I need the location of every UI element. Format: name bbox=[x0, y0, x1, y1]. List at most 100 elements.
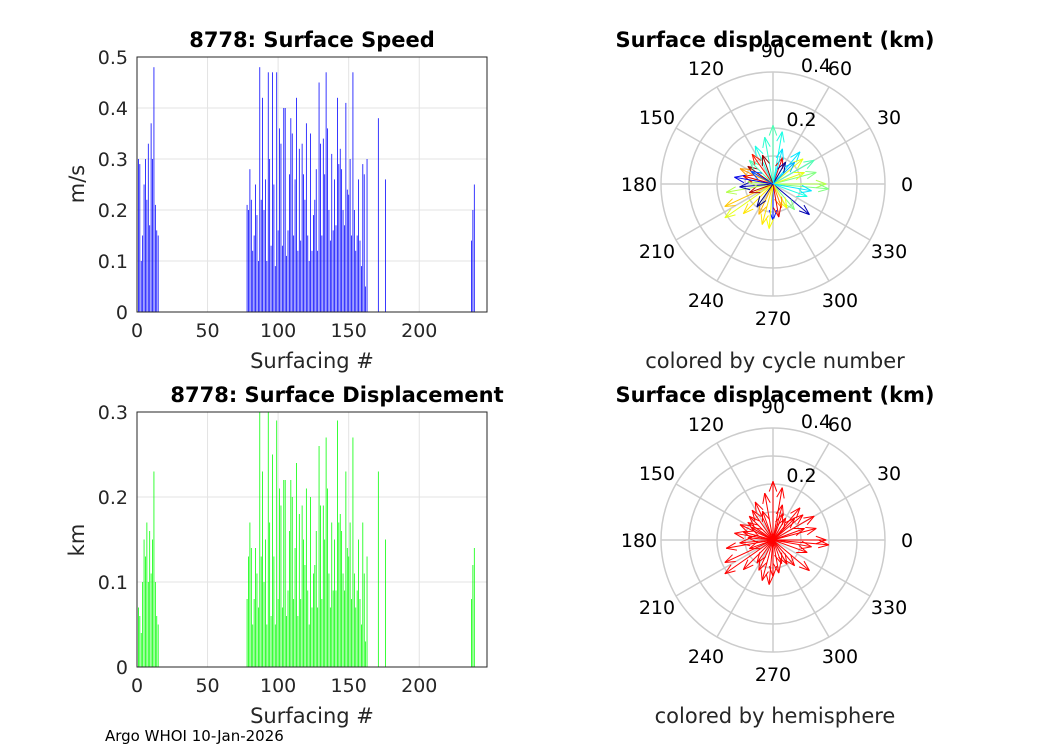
displacement-arrow bbox=[742, 183, 774, 215]
angle-tick-label: 180 bbox=[621, 174, 657, 196]
bar bbox=[321, 599, 323, 667]
bar bbox=[311, 607, 313, 667]
displacement-x-axis-label: Surfacing # bbox=[250, 704, 374, 728]
bar bbox=[321, 235, 323, 312]
angle-tick-label: 0 bbox=[901, 530, 913, 552]
polar-cycle-title: Surface displacement (km) bbox=[615, 28, 934, 52]
bar bbox=[269, 159, 271, 312]
polar-spoke bbox=[772, 183, 871, 241]
angle-tick-label: 30 bbox=[877, 463, 901, 485]
speed-x-axis-label: Surfacing # bbox=[250, 349, 374, 373]
bar bbox=[296, 97, 297, 312]
displacement-arrow bbox=[756, 539, 774, 564]
bar bbox=[325, 72, 327, 312]
bar bbox=[286, 616, 287, 667]
bar bbox=[276, 72, 278, 312]
bar bbox=[334, 179, 335, 312]
bar bbox=[252, 250, 254, 312]
displacement-arrow bbox=[724, 539, 774, 575]
bar bbox=[293, 599, 295, 667]
bar bbox=[322, 138, 324, 312]
bar bbox=[351, 599, 352, 667]
bar bbox=[252, 624, 254, 667]
bar bbox=[353, 573, 355, 667]
angle-tick-label: 120 bbox=[688, 58, 724, 80]
bar bbox=[267, 412, 269, 667]
bar bbox=[304, 565, 306, 667]
bar bbox=[287, 230, 289, 312]
bar bbox=[303, 174, 304, 312]
y-tick-label: 0.1 bbox=[98, 251, 128, 273]
displacement-arrow bbox=[772, 539, 782, 574]
bar bbox=[255, 184, 256, 312]
displacement-arrow bbox=[751, 153, 774, 185]
axes-box bbox=[136, 411, 488, 668]
bar bbox=[279, 488, 280, 667]
bar bbox=[331, 522, 333, 667]
displacement-arrow bbox=[772, 183, 808, 197]
bar bbox=[359, 240, 361, 312]
bar bbox=[297, 616, 299, 667]
bar bbox=[339, 514, 341, 667]
radial-tick-label: 0.2 bbox=[786, 465, 816, 487]
displacement-arrow bbox=[751, 509, 774, 541]
bar bbox=[473, 548, 475, 667]
displacement-arrow bbox=[772, 131, 785, 185]
bar bbox=[324, 539, 326, 667]
angle-tick-label: 240 bbox=[688, 290, 724, 312]
bar bbox=[342, 210, 344, 312]
displacement-arrow bbox=[761, 154, 774, 185]
bar bbox=[266, 624, 268, 667]
bar bbox=[139, 616, 141, 667]
displacement-arrow bbox=[772, 183, 782, 218]
bar bbox=[317, 250, 319, 312]
bar bbox=[327, 128, 328, 312]
angle-tick-label: 210 bbox=[639, 241, 675, 263]
displacement-arrow bbox=[761, 510, 774, 541]
angle-tick-label: 240 bbox=[688, 646, 724, 668]
bar bbox=[314, 565, 316, 667]
bar bbox=[150, 123, 152, 312]
y-tick-label: 0.1 bbox=[98, 572, 128, 594]
angle-tick-label: 60 bbox=[828, 414, 852, 436]
displacement-arrow bbox=[765, 539, 775, 585]
angle-tick-label: 300 bbox=[822, 290, 858, 312]
bar bbox=[311, 250, 313, 312]
axes-box bbox=[136, 56, 488, 313]
polar-cycle-chart: 0 30 60 90 120 150 180 210 240 270 300 330 0.2 0.4 Sur… bbox=[615, 28, 934, 373]
bar bbox=[140, 633, 142, 667]
bar bbox=[146, 199, 148, 312]
bar bbox=[265, 539, 266, 667]
angle-tick-label: 30 bbox=[877, 107, 901, 129]
bar bbox=[246, 599, 248, 667]
bar bbox=[318, 82, 320, 312]
bar bbox=[298, 148, 300, 312]
bar bbox=[328, 573, 330, 667]
displacement-arrow bbox=[772, 161, 787, 185]
bar bbox=[149, 531, 151, 667]
displacement-arrow bbox=[772, 148, 784, 185]
bar bbox=[361, 624, 362, 667]
bar bbox=[253, 599, 255, 667]
bar bbox=[345, 471, 347, 667]
x-tick-label: 150 bbox=[331, 675, 367, 697]
bar bbox=[142, 235, 144, 312]
displacement-arrow bbox=[773, 179, 827, 189]
bar bbox=[361, 266, 362, 312]
bar bbox=[147, 143, 149, 312]
bar bbox=[305, 488, 307, 667]
bar bbox=[310, 133, 311, 312]
bar bbox=[314, 199, 316, 312]
bar bbox=[329, 240, 331, 312]
bar bbox=[307, 235, 309, 312]
bar bbox=[325, 437, 327, 667]
bar bbox=[472, 565, 474, 667]
bar bbox=[384, 539, 386, 667]
bar bbox=[345, 102, 347, 313]
bar bbox=[335, 225, 337, 312]
bar bbox=[358, 179, 359, 312]
bar bbox=[320, 505, 321, 667]
bar bbox=[253, 235, 255, 312]
bar bbox=[138, 607, 139, 667]
bar bbox=[301, 505, 303, 667]
